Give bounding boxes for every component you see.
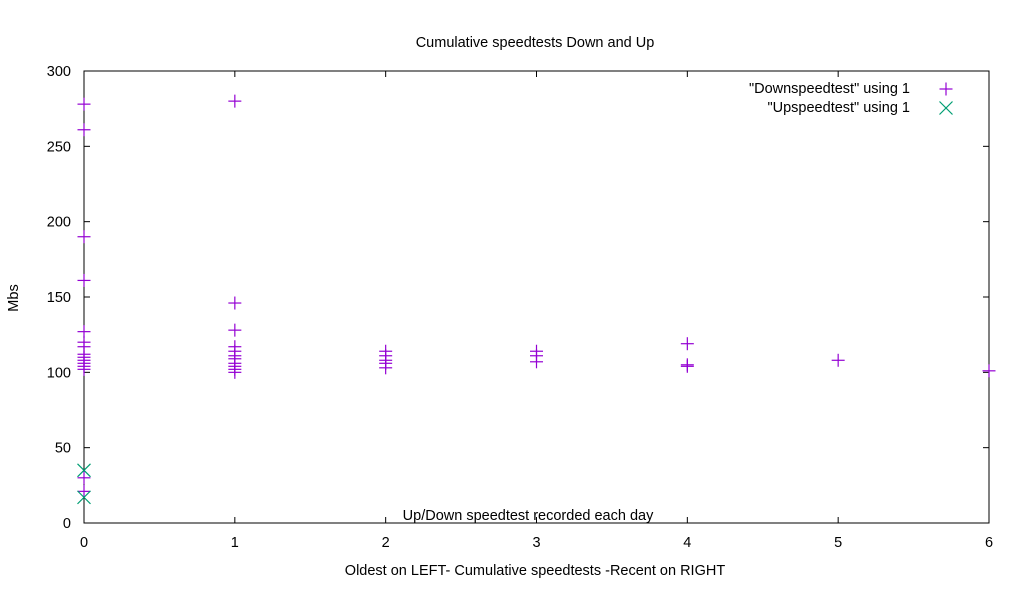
data-point-s0-33 [530,355,543,369]
axis-ticks [83,70,990,524]
y-axis-label: Mbs [6,284,22,311]
data-point-s0-2 [77,230,91,244]
axis-tick-labels: 0 1 2 3 4 5 6 0 50 100 150 200 250 300 [47,64,993,551]
legend-label-0: "Downspeedtest" using 1 [749,81,910,97]
x-tick-label-0: 0 [80,535,88,551]
data-point-s0-1 [77,123,91,137]
y-tick-label-6: 300 [47,64,71,80]
data-point-s0-14 [77,484,91,498]
legend-marker-0 [939,82,953,96]
data-point-s1-1 [77,490,91,505]
x-tick-label-6: 6 [985,535,993,551]
x-tick-label-3: 3 [532,535,540,551]
data-point-s0-30 [379,361,393,375]
data-point-s0-38 [982,364,996,378]
legend: "Downspeedtest" using 1 "Upspeedtest" usi… [749,81,953,116]
x-tick-label-2: 2 [382,535,390,551]
chart-title: Cumulative speedtests Down and Up [416,35,655,51]
data-point-s0-12 [77,362,91,376]
y-tick-label-3: 150 [47,290,71,306]
y-tick-label-0: 0 [63,516,71,532]
y-tick-label-5: 250 [47,139,71,155]
x-axis-label: Oldest on LEFT- Cumulative speedtests -R… [345,563,726,579]
data-point-s0-36 [680,359,694,373]
x-tick-label-4: 4 [683,535,691,551]
data-point-s0-3 [77,273,91,287]
data-point-s0-34 [680,337,694,351]
data-point-s0-0 [77,97,91,111]
x-tick-label-1: 1 [231,535,239,551]
legend-label-1: "Upspeedtest" using 1 [768,100,911,116]
y-tick-label-1: 50 [55,441,71,457]
data-point-s0-17 [228,323,242,337]
data-point-s0-13 [77,471,91,485]
data-point-s1-0 [77,463,91,478]
x-tick-label-5: 5 [834,535,842,551]
data-point-s0-37 [831,353,845,367]
data-points [77,94,996,505]
data-point-s0-25 [228,365,242,379]
data-point-s0-15 [228,94,242,108]
y-tick-label-4: 200 [47,215,71,231]
chart-annotation: Up/Down speedtest recorded each day [403,508,654,524]
plot-area-border [83,70,990,524]
y-tick-label-2: 100 [47,365,71,381]
data-point-s0-16 [228,296,242,310]
legend-marker-1 [939,101,953,115]
